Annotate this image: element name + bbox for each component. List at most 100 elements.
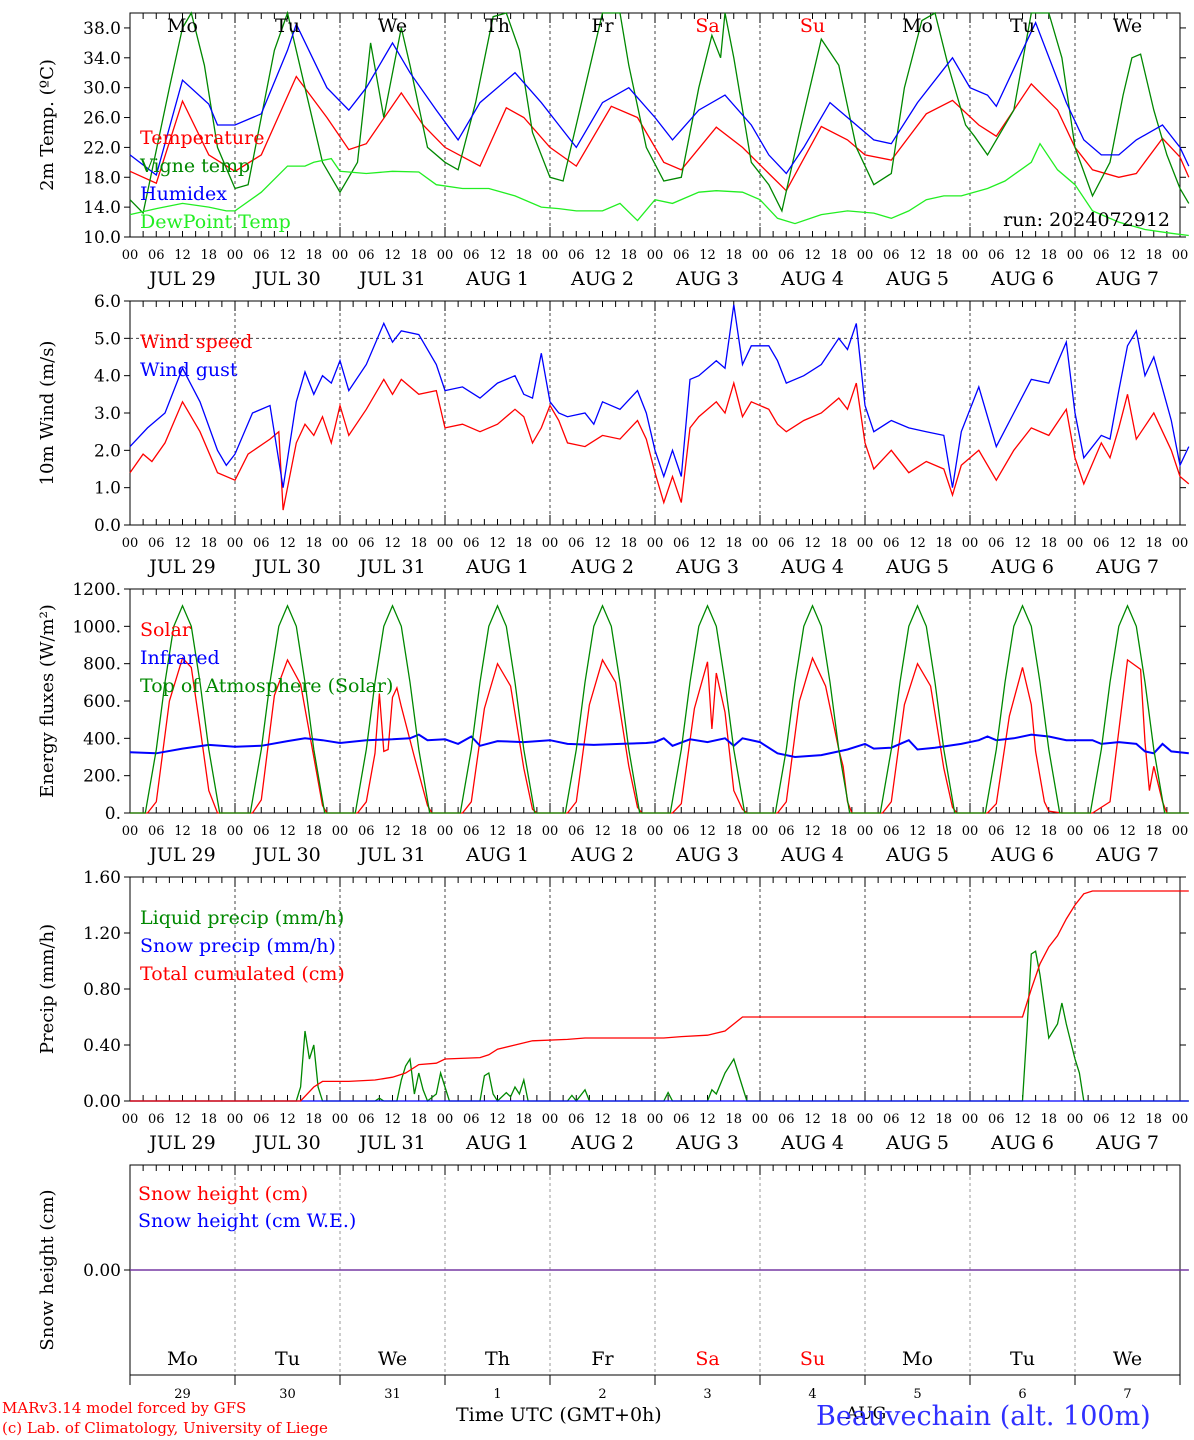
weekday-label-bottom: Fr <box>591 1348 614 1370</box>
series-temperature <box>129 75 1190 192</box>
hour-tick-label: 00 <box>227 248 244 263</box>
hour-tick-label: 18 <box>410 536 427 551</box>
station-label: Beauvechain (alt. 100m) <box>816 1401 1151 1432</box>
day-label: JUL 29 <box>147 556 215 578</box>
day-label: AUG 6 <box>990 1132 1054 1154</box>
y-axis-label: 10m Wind (m/s) <box>37 341 58 486</box>
weekday-label-bottom: Sa <box>695 1348 719 1370</box>
month-label: AUG <box>846 1404 887 1424</box>
series-wind-gust <box>129 304 1190 488</box>
legend-entry: Wind speed <box>140 331 252 353</box>
weekday-label: Mo <box>167 15 198 37</box>
weekday-label: Th <box>485 15 510 37</box>
hour-tick-label: 00 <box>227 824 244 839</box>
hour-tick-label: 18 <box>725 824 742 839</box>
y-axis-label: Energy fluxes (W/m²) <box>37 604 58 798</box>
day-number: 29 <box>174 1387 191 1402</box>
hour-tick-label: 06 <box>778 248 795 263</box>
y-tick-label: 18.0 <box>83 168 121 188</box>
y-tick-label: 0.00 <box>83 1261 121 1281</box>
hour-tick-label: 00 <box>962 1112 979 1127</box>
day-label: JUL 29 <box>147 844 215 866</box>
hour-tick-label: 12 <box>804 248 821 263</box>
hour-tick-label: 00 <box>542 824 559 839</box>
hour-tick-label: 12 <box>1014 1112 1031 1127</box>
hour-tick-label: 12 <box>804 1112 821 1127</box>
hour-tick-label: 06 <box>673 248 690 263</box>
hour-tick-label: 12 <box>699 824 716 839</box>
hour-tick-label: 18 <box>515 1112 532 1127</box>
hour-tick-label: 18 <box>725 248 742 263</box>
series-vigne-temp <box>129 10 1190 215</box>
hour-tick-label: 18 <box>410 824 427 839</box>
legend-entry: Snow height (cm) <box>138 1183 308 1205</box>
hour-tick-label: 06 <box>148 248 165 263</box>
panel-2: 0.0 1.0 2.0 3.0 4.0 5.0 6.0 10m Wind (m/s) Wind … <box>37 292 1190 578</box>
hour-tick-label: 18 <box>1040 1112 1057 1127</box>
hour-tick-label: 12 <box>1119 1112 1136 1127</box>
hour-tick-label: 06 <box>988 1112 1005 1127</box>
day-label: AUG 3 <box>675 1132 739 1154</box>
hour-tick-label: 06 <box>568 1112 585 1127</box>
day-number: 30 <box>279 1387 296 1402</box>
legend-entry: DewPoint Temp <box>140 211 291 233</box>
hour-tick-label: 18 <box>620 824 637 839</box>
hour-tick-label: 06 <box>568 824 585 839</box>
hour-tick-label: 18 <box>305 1112 322 1127</box>
y-tick-label: 1.20 <box>83 924 121 944</box>
hour-tick-label: 12 <box>279 824 296 839</box>
hour-tick-label: 00 <box>122 1112 139 1127</box>
hour-tick-label: 00 <box>542 536 559 551</box>
hour-tick-label: 18 <box>515 248 532 263</box>
hour-tick-label: 18 <box>410 248 427 263</box>
hour-tick-label: 00 <box>1067 248 1084 263</box>
day-label: AUG 3 <box>675 556 739 578</box>
day-number: 1 <box>493 1387 501 1402</box>
hour-tick-label: 12 <box>699 248 716 263</box>
hour-tick-label: 00 <box>1172 248 1189 263</box>
hour-tick-label: 18 <box>620 1112 637 1127</box>
day-label: AUG 2 <box>570 844 634 866</box>
hour-tick-label: 00 <box>647 824 664 839</box>
day-number: 6 <box>1018 1387 1026 1402</box>
hour-tick-label: 00 <box>542 248 559 263</box>
weekday-label-bottom: Th <box>485 1348 510 1370</box>
hour-tick-label: 18 <box>935 1112 952 1127</box>
day-label: JUL 31 <box>357 556 425 578</box>
hour-tick-label: 18 <box>725 1112 742 1127</box>
weekday-label-bottom: Tu <box>1010 1348 1035 1370</box>
hour-tick-label: 12 <box>279 248 296 263</box>
day-label: AUG 3 <box>675 844 739 866</box>
hour-tick-label: 00 <box>752 1112 769 1127</box>
weekday-label: Sa <box>695 15 719 37</box>
hour-tick-label: 12 <box>489 1112 506 1127</box>
hour-tick-label: 06 <box>253 1112 270 1127</box>
hour-tick-label: 12 <box>909 1112 926 1127</box>
weekday-label-bottom: Tu <box>275 1348 300 1370</box>
hour-tick-label: 06 <box>463 536 480 551</box>
hour-tick-label: 12 <box>174 248 191 263</box>
legend-entry: Snow precip (mm/h) <box>140 935 336 957</box>
weekday-label: We <box>1113 15 1142 37</box>
legend-entry: Liquid precip (mm/h) <box>140 907 344 929</box>
hour-tick-label: 18 <box>515 536 532 551</box>
y-tick-label: 10.0 <box>83 228 121 248</box>
day-label: AUG 6 <box>990 268 1054 290</box>
hour-tick-label: 00 <box>332 248 349 263</box>
weekday-label-bottom: Mo <box>167 1348 198 1370</box>
hour-tick-label: 00 <box>1067 824 1084 839</box>
legend-entry: Snow height (cm W.E.) <box>138 1210 356 1232</box>
day-label: AUG 4 <box>780 1132 844 1154</box>
hour-tick-label: 12 <box>384 536 401 551</box>
hour-tick-label: 12 <box>699 1112 716 1127</box>
day-label: AUG 4 <box>780 844 844 866</box>
hour-tick-label: 00 <box>647 248 664 263</box>
day-label: AUG 2 <box>570 556 634 578</box>
legend-entry: Temperature <box>140 127 264 149</box>
hour-tick-label: 12 <box>1014 536 1031 551</box>
hour-tick-label: 18 <box>935 824 952 839</box>
hour-tick-label: 18 <box>830 1112 847 1127</box>
hour-tick-label: 12 <box>804 536 821 551</box>
hour-tick-label: 06 <box>568 248 585 263</box>
hour-tick-label: 06 <box>253 248 270 263</box>
